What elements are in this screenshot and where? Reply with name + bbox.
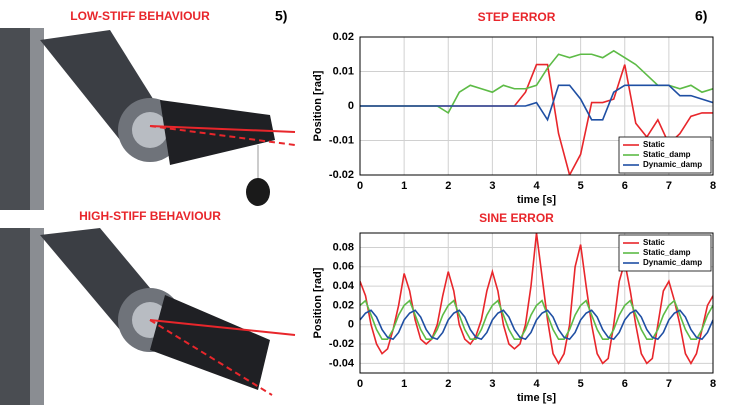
y-tick-label: 0.08 (333, 241, 354, 253)
x-tick-label: 7 (666, 378, 672, 390)
series-line (360, 299, 713, 341)
x-tick-label: 0 (357, 378, 363, 390)
chart-title: SINE ERROR (479, 211, 554, 225)
legend-label: Static_damp (643, 150, 691, 159)
photo-caption: LOW-STIFF BEHAVIOUR (70, 9, 210, 23)
x-tick-label: 4 (533, 180, 540, 192)
plot-frame (359, 232, 714, 374)
y-tick-label: 0.02 (333, 31, 354, 43)
y-tick-label: 0.02 (333, 299, 354, 311)
legend-label: Dynamic_damp (643, 160, 702, 169)
x-tick-label: 0 (357, 180, 363, 192)
x-tick-label: 2 (445, 180, 451, 192)
x-tick-label: 2 (445, 378, 451, 390)
x-tick-label: 7 (666, 180, 672, 192)
series-line (360, 84, 713, 122)
x-tick-label: 1 (401, 378, 407, 390)
x-tick-label: 6 (622, 180, 628, 192)
legend-label: Static (643, 238, 665, 247)
series-line (360, 233, 713, 365)
x-tick-label: 3 (489, 180, 495, 192)
x-tick-label: 8 (710, 378, 716, 390)
y-tick-label: 0.04 (333, 280, 355, 292)
legend-label: Static_damp (643, 248, 691, 257)
x-tick-label: 4 (533, 378, 540, 390)
legend-label: Static (643, 140, 665, 149)
photo-high-stiff (0, 228, 296, 405)
x-tick-label: 3 (489, 378, 495, 390)
y-tick-label: -0.02 (329, 338, 354, 350)
figure-label: 5) (275, 8, 287, 24)
y-tick-label: 0.06 (333, 261, 354, 273)
x-tick-label: 6 (622, 378, 628, 390)
y-tick-label: 0 (348, 319, 354, 331)
x-axis-label: time [s] (517, 392, 556, 404)
legend-label: Dynamic_damp (643, 258, 702, 267)
y-axis-label: Position [rad] (312, 267, 324, 338)
y-tick-label: -0.04 (329, 357, 355, 369)
y-tick-label: 0.01 (333, 65, 354, 77)
y-axis-label: Position [rad] (312, 70, 324, 141)
chart-title: STEP ERROR (478, 10, 556, 24)
x-tick-label: 1 (401, 180, 407, 192)
photo-caption: HIGH-STIFF BEHAVIOUR (79, 209, 221, 223)
y-tick-label: 0 (348, 100, 354, 112)
series-line (360, 309, 713, 341)
x-tick-label: 8 (710, 180, 716, 192)
x-tick-label: 5 (578, 378, 584, 390)
y-tick-label: -0.02 (329, 169, 354, 181)
x-tick-label: 5 (578, 180, 584, 192)
photo-low-stiff (0, 28, 300, 210)
y-tick-label: -0.01 (329, 134, 354, 146)
plot-frame (359, 36, 714, 176)
figure-label: 6) (695, 8, 707, 24)
x-axis-label: time [s] (517, 194, 556, 206)
